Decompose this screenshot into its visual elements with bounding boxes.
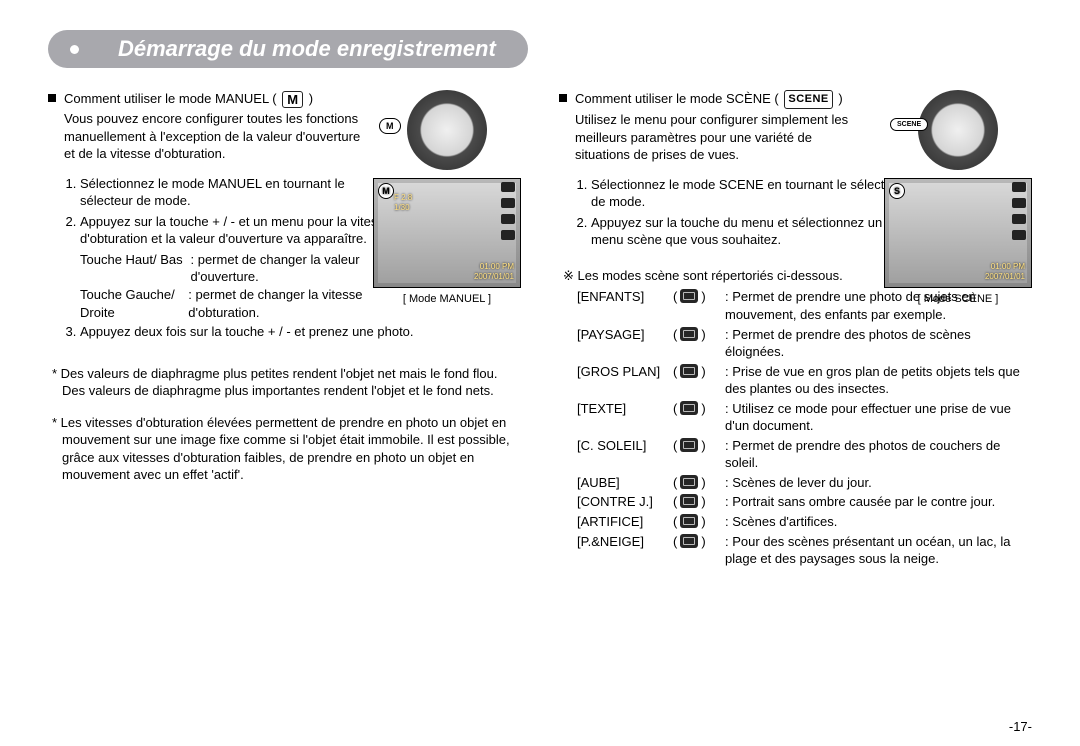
right-caption: [ Mode SCÈNE ] bbox=[884, 292, 1032, 307]
def-key-1: Touche Gauche/ Droite bbox=[80, 286, 188, 321]
left-bullet-text: Comment utiliser le mode MANUEL ( bbox=[64, 91, 277, 106]
mode-dial-icon: M bbox=[407, 90, 487, 170]
scene-icon bbox=[680, 494, 698, 508]
note-1: * Les vitesses d'obturation élevées perm… bbox=[48, 414, 521, 484]
scene-desc: : Scènes de lever du jour. bbox=[723, 474, 1032, 492]
scene-row: [C. SOLEIL](): Permet de prendre des pho… bbox=[577, 437, 1032, 472]
scene-desc: : Portrait sans ombre causée par le cont… bbox=[723, 493, 1032, 511]
mode-dial-icon: SCENE bbox=[918, 90, 998, 170]
scene-icon bbox=[680, 401, 698, 415]
scene-row: [AUBE](): Scènes de lever du jour. bbox=[577, 474, 1032, 492]
scene-row: [P.&NEIGE](): Pour des scènes présentant… bbox=[577, 533, 1032, 568]
scene-iconcell: () bbox=[673, 474, 723, 492]
scene-row: [GROS PLAN](): Prise de vue en gros plan… bbox=[577, 363, 1032, 398]
dial-label-manual: M bbox=[379, 118, 401, 134]
note-0: * Des valeurs de diaphragme plus petites… bbox=[48, 365, 521, 400]
scene-name: [ENFANTS] bbox=[577, 288, 673, 323]
left-step-2: Appuyez sur la touche + / - et un menu p… bbox=[80, 213, 394, 248]
def-key-0: Touche Haut/ Bas bbox=[80, 251, 191, 286]
page-number: -17- bbox=[1009, 719, 1032, 734]
scene-desc: : Utilisez ce mode pour effectuer une pr… bbox=[723, 400, 1032, 435]
scene-icon bbox=[680, 475, 698, 489]
scene-iconcell: () bbox=[673, 326, 723, 361]
left-steps-cont: Appuyez deux fois sur la touche + / - et… bbox=[80, 323, 368, 341]
right-bullet-text: Comment utiliser le mode SCÈNE ( bbox=[575, 91, 779, 106]
scene-name: [TEXTE] bbox=[577, 400, 673, 435]
right-column: Comment utiliser le mode SCÈNE ( SCENE )… bbox=[559, 90, 1032, 570]
scene-row: [ARTIFICE](): Scènes d'artifices. bbox=[577, 513, 1032, 531]
right-intro: Utilisez le menu pour configurer simplem… bbox=[559, 111, 859, 164]
right-step-2: Appuyez sur la touche du menu et sélecti… bbox=[591, 214, 905, 249]
left-illustration: M M F 2.8 1/30 01:00 PM 2007/01/01 [ Mod… bbox=[373, 90, 521, 307]
dial-label-scene: SCENE bbox=[890, 118, 928, 131]
scene-name: [C. SOLEIL] bbox=[577, 437, 673, 472]
scene-name: [ARTIFICE] bbox=[577, 513, 673, 531]
scene-list: [ENFANTS](): Permet de prendre une photo… bbox=[577, 288, 1032, 567]
left-notes: * Des valeurs de diaphragme plus petites… bbox=[48, 365, 521, 484]
right-step-1: Sélectionnez le mode SCENE en tournant l… bbox=[591, 176, 905, 211]
left-column: Comment utiliser le mode MANUEL ( M ) Vo… bbox=[48, 90, 521, 570]
scene-row: [PAYSAGE](): Permet de prendre des photo… bbox=[577, 326, 1032, 361]
scene-desc: : Permet de prendre des photos de couche… bbox=[723, 437, 1032, 472]
lcd-screen-manual: M F 2.8 1/30 01:00 PM 2007/01/01 bbox=[373, 178, 521, 288]
mode-chip-scene: SCENE bbox=[784, 90, 832, 109]
scene-iconcell: () bbox=[673, 513, 723, 531]
scene-icon bbox=[680, 534, 698, 548]
left-steps: Sélectionnez le mode MANUEL en tournant … bbox=[80, 175, 368, 248]
def-val-0: : permet de changer la valeur d'ouvertur… bbox=[191, 251, 369, 286]
left-bullet-after: ) bbox=[309, 91, 313, 106]
scene-icon bbox=[680, 364, 698, 378]
left-caption: [ Mode MANUEL ] bbox=[373, 292, 521, 307]
header-cap bbox=[48, 30, 108, 68]
scene-name: [P.&NEIGE] bbox=[577, 533, 673, 568]
scene-icon bbox=[680, 438, 698, 452]
scene-name: [CONTRE J.] bbox=[577, 493, 673, 511]
left-step-1: Sélectionnez le mode MANUEL en tournant … bbox=[80, 175, 394, 210]
scene-desc: : Pour des scènes présentant un océan, u… bbox=[723, 533, 1032, 568]
right-steps: Sélectionnez le mode SCENE en tournant l… bbox=[591, 176, 859, 249]
screen-mode-badge: M bbox=[378, 183, 394, 199]
scene-icon bbox=[680, 514, 698, 528]
scene-desc: : Prise de vue en gros plan de petits ob… bbox=[723, 363, 1032, 398]
mode-chip-manual: M bbox=[282, 91, 303, 108]
screen-shutter: 1/30 bbox=[394, 203, 410, 214]
screen-date: 2007/01/01 bbox=[474, 272, 514, 283]
scene-desc: : Scènes d'artifices. bbox=[723, 513, 1032, 531]
scene-iconcell: () bbox=[673, 437, 723, 472]
left-intro: Vous pouvez encore configurer toutes les… bbox=[48, 110, 368, 163]
right-illustration: SCENE S 01:00 PM 2007/01/01 [ Mode SCÈNE… bbox=[884, 90, 1032, 307]
scene-name: [GROS PLAN] bbox=[577, 363, 673, 398]
scene-iconcell: () bbox=[673, 533, 723, 568]
screen-date: 2007/01/01 bbox=[985, 272, 1025, 283]
left-step-3: Appuyez deux fois sur la touche + / - et… bbox=[80, 323, 520, 341]
left-bullet: Comment utiliser le mode MANUEL ( M ) bbox=[48, 90, 368, 108]
scene-row: [CONTRE J.](): Portrait sans ombre causé… bbox=[577, 493, 1032, 511]
screen-mode-badge: S bbox=[889, 183, 905, 199]
scene-iconcell: () bbox=[673, 363, 723, 398]
page-title: Démarrage du mode enregistrement bbox=[108, 30, 528, 68]
scene-icon bbox=[680, 327, 698, 341]
scene-name: [PAYSAGE] bbox=[577, 326, 673, 361]
left-defs: Touche Haut/ Bas : permet de changer la … bbox=[80, 251, 368, 321]
scene-icon bbox=[680, 289, 698, 303]
scene-row: [TEXTE](): Utilisez ce mode pour effectu… bbox=[577, 400, 1032, 435]
scene-iconcell: () bbox=[673, 400, 723, 435]
right-bullet-after: ) bbox=[838, 91, 842, 106]
def-val-1: : permet de changer la vitesse d'obturat… bbox=[188, 286, 368, 321]
scene-desc: : Permet de prendre des photos de scènes… bbox=[723, 326, 1032, 361]
lcd-screen-scene: S 01:00 PM 2007/01/01 bbox=[884, 178, 1032, 288]
scene-iconcell: () bbox=[673, 288, 723, 323]
scene-name: [AUBE] bbox=[577, 474, 673, 492]
scene-iconcell: () bbox=[673, 493, 723, 511]
section-header: Démarrage du mode enregistrement bbox=[48, 30, 1032, 68]
right-bullet: Comment utiliser le mode SCÈNE ( SCENE ) bbox=[559, 90, 859, 109]
